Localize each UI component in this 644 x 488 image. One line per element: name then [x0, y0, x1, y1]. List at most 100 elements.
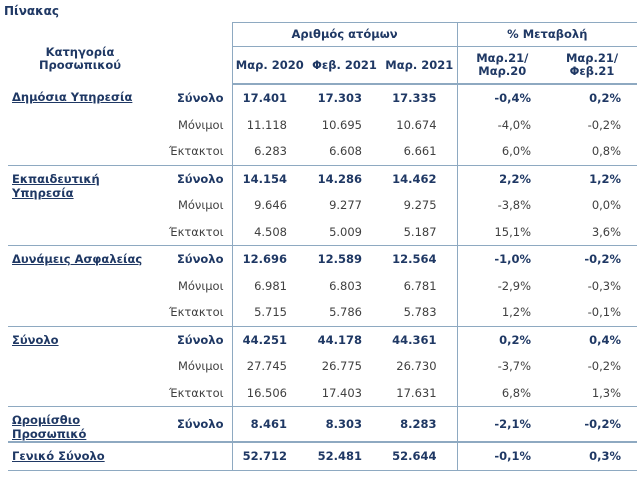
table-row: Μόνιμοι 11.118 10.695 10.674 -4,0% -0,2% — [8, 111, 637, 138]
change-cell: -0,3% — [587, 278, 622, 293]
category-name: Εκπαιδευτική Υπηρεσία — [8, 164, 152, 246]
change-cell: 0,2% — [456, 325, 548, 353]
count-cell: 10.674 — [396, 117, 437, 132]
staff-table: Κατηγορία Προσωπικού Αριθμός ατόμων % Με… — [8, 22, 638, 471]
count-cell: 9.277 — [329, 198, 362, 213]
count-cell: 6.283 — [231, 138, 307, 165]
row-type-label: Σύνολο — [152, 164, 232, 192]
category-name: Σύνολο — [8, 325, 152, 407]
count-cell: 9.275 — [403, 198, 437, 213]
row-type-label: Έκτακτοι — [169, 385, 224, 400]
count-cell: 17.403 — [321, 385, 362, 400]
count-cell: 14.154 — [231, 164, 307, 192]
count-cell: 44.178 — [307, 325, 382, 353]
count-cell: 5.715 — [231, 299, 307, 326]
count-cell: 8.461 — [231, 406, 307, 442]
count-cell: 4.508 — [231, 218, 307, 246]
count-cell: 26.775 — [321, 359, 362, 374]
change-cell: -0,2% — [547, 245, 638, 273]
count-cell: 8.283 — [382, 406, 458, 442]
row-type-label: Σύνολο — [152, 406, 232, 442]
count-cell: 6.803 — [329, 278, 362, 293]
row-type-label: Μόνιμοι — [177, 278, 224, 293]
category-name: Δημόσια Υπηρεσία — [12, 90, 133, 104]
table-row: Έκτακτοι 4.508 5.009 5.187 15,1% 3,6% — [8, 218, 637, 246]
count-cell: 27.745 — [231, 353, 307, 380]
grand-total-row: Γενικό Σύνολο 52.712 52.481 52.644 -0,1% 0,3% — [8, 441, 638, 471]
count-cell: 12.589 — [307, 245, 382, 273]
count-cell: 8.303 — [307, 406, 382, 442]
category-name: Δυνάμεις Ασφαλείας — [8, 245, 152, 326]
change-cell: -2,1% — [456, 406, 548, 442]
count-cell: 44.251 — [231, 325, 307, 353]
row-type-label: Σύνολο — [152, 245, 232, 273]
row-type-label: Έκτακτοι — [169, 144, 224, 159]
grand-total-count-cell: 52.644 — [382, 441, 458, 471]
count-cell: 26.730 — [396, 359, 437, 374]
change-cell: -4,0% — [456, 111, 548, 138]
grand-total-count-cell: 52.712 — [231, 441, 307, 471]
header-category: Κατηγορία Προσωπικού — [38, 45, 122, 73]
count-cell: 17.335 — [392, 91, 437, 106]
count-cell: 6.781 — [403, 278, 437, 293]
row-type-label: Μόνιμοι — [177, 198, 224, 213]
count-cell: 14.286 — [307, 164, 382, 192]
count-cell: 5.783 — [403, 305, 437, 320]
change-cell: 1,2% — [456, 299, 548, 326]
table-body: Δημόσια Υπηρεσία Σύνολο 17.401 17.303 17.335… — [8, 84, 638, 471]
change-cell: -3,7% — [456, 353, 548, 380]
count-cell: 14.462 — [382, 164, 458, 192]
table-row: Δημόσια Υπηρεσία Σύνολο 17.401 17.303 17.335… — [8, 84, 637, 112]
change-cell: 2,2% — [456, 164, 548, 192]
count-cell: 17.401 — [231, 84, 307, 112]
table-caption: Πίνακας — [4, 4, 60, 18]
change-cell: 0,8% — [591, 144, 622, 159]
change-cell: 15,1% — [456, 218, 548, 246]
change-cell: -0,2% — [587, 359, 622, 374]
change-cell: 6,8% — [456, 379, 548, 407]
header-count-group: Αριθμός ατόμων — [231, 22, 458, 47]
row-type-label: Σύνολο — [176, 90, 224, 105]
count-cell: 6.661 — [403, 144, 437, 159]
count-cell: 10.695 — [321, 117, 362, 132]
row-type-label: Μόνιμοι — [177, 117, 224, 132]
table-row: Σύνολο Σύνολο 44.251 44.178 44.361 0,2% 0,4% — [8, 325, 638, 407]
change-cell: -0,2% — [547, 406, 638, 442]
count-cell: 12.696 — [231, 245, 307, 273]
count-cell: 6.608 — [329, 144, 362, 159]
count-cell: 16.506 — [231, 379, 307, 407]
table-row: Μόνιμοι 9.646 9.277 9.275 -3,8% 0,0% — [8, 192, 637, 219]
row-type-label: Μόνιμοι — [177, 359, 224, 374]
row-type-label: Έκτακτοι — [169, 305, 224, 320]
table-row: Έκτακτοι 5.715 5.786 5.783 1,2% -0,1% — [8, 299, 637, 326]
change-cell: -0,2% — [587, 117, 622, 132]
change-cell: 6,0% — [456, 138, 548, 165]
header-change-group: % Μεταβολή — [456, 22, 638, 47]
row-type-label: Έκτακτοι — [169, 224, 224, 239]
grand-total-change-cell: -0,1% — [456, 441, 548, 471]
table-row: Έκτακτοι 16.506 17.403 17.631 6,8% 1,3% — [8, 379, 637, 407]
table-row: Εκπαιδευτική Υπηρεσία Σύνολο 14.154 14.286 1… — [8, 164, 638, 246]
count-cell: 44.361 — [382, 325, 458, 353]
grand-total-label: Γενικό Σύνολο — [8, 441, 232, 471]
header-col-mar2020: Μαρ. 2020 — [231, 46, 307, 85]
change-cell: 1,2% — [547, 164, 638, 192]
change-cell: -0,4% — [456, 84, 548, 112]
header-col-mar2021: Μαρ. 2021 — [382, 46, 458, 85]
change-cell: -2,9% — [456, 272, 548, 299]
table-row: Δυνάμεις Ασφαλείας Σύνολο 12.696 12.589 12.5… — [8, 245, 638, 326]
table-row: Έκτακτοι 6.283 6.608 6.661 6,0% 0,8% — [8, 138, 637, 165]
count-cell: 6.981 — [231, 272, 307, 299]
header-col-change-mom: Μαρ.21/ Φεβ.21 — [547, 46, 638, 85]
row-type-label: Σύνολο — [152, 325, 232, 353]
count-cell: 17.631 — [396, 385, 437, 400]
table-row: Μόνιμοι 27.745 26.775 26.730 -3,7% -0,2% — [8, 353, 637, 380]
count-cell: 5.009 — [329, 224, 362, 239]
category-name: Ωρομίσθιο Προσωπικό — [8, 406, 152, 442]
count-cell: 17.303 — [317, 91, 362, 106]
header-col-change-yoy: Μαρ.21/ Μαρ.20 — [456, 46, 548, 85]
change-cell: 0,2% — [589, 91, 622, 106]
change-cell: -3,8% — [456, 192, 548, 219]
grand-total-change-cell: 0,3% — [547, 441, 638, 471]
table-row: Ωρομίσθιο Προσωπικό Σύνολο 8.461 8.303 8.283… — [8, 406, 638, 442]
